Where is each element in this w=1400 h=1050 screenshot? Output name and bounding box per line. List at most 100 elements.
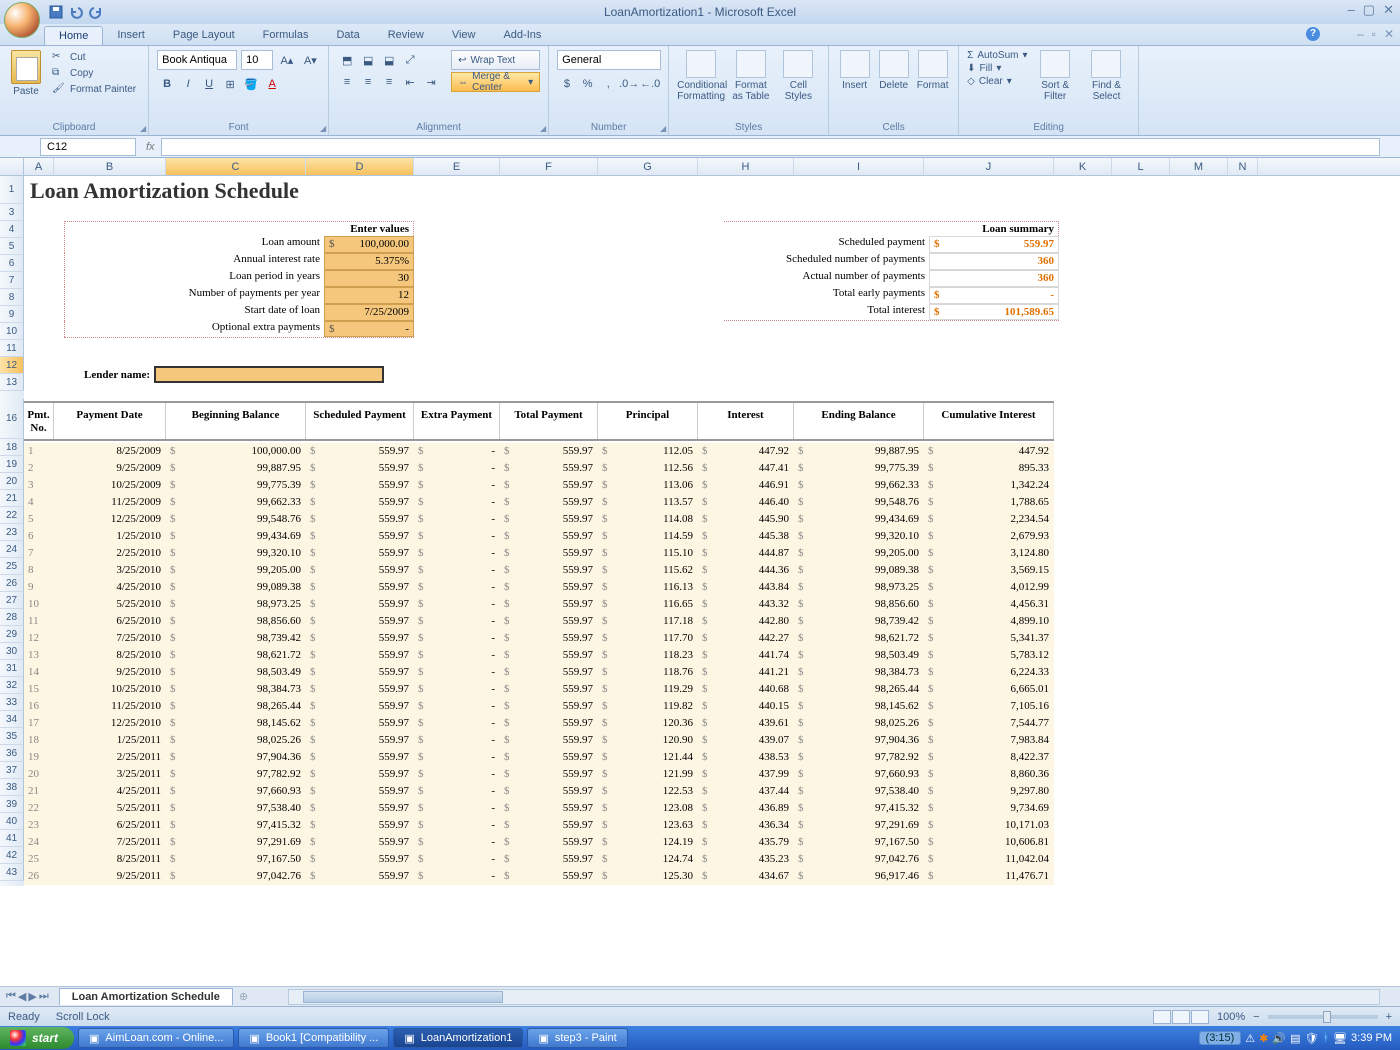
amort-cell[interactable]: $- [414, 800, 500, 817]
amort-cell[interactable]: $444.87 [698, 545, 794, 562]
amort-cell[interactable]: $436.89 [698, 800, 794, 817]
amort-cell[interactable]: $559.97 [306, 766, 414, 783]
amort-cell[interactable]: $1,788.65 [924, 494, 1054, 511]
amort-cell[interactable]: $442.80 [698, 613, 794, 630]
amort-cell[interactable]: $97,660.93 [794, 766, 924, 783]
amort-cell[interactable]: 7/25/2010 [54, 630, 166, 647]
amort-cell[interactable]: $559.97 [500, 698, 598, 715]
taskbar-button[interactable]: ▣AimLoan.com - Online... [78, 1028, 234, 1048]
amort-cell[interactable]: $117.70 [598, 630, 698, 647]
row-header[interactable]: 37 [0, 762, 24, 779]
dialog-launcher-icon[interactable]: ◢ [540, 124, 546, 133]
amort-cell[interactable]: 19 [24, 749, 54, 766]
amort-cell[interactable]: $559.97 [306, 630, 414, 647]
amort-cell[interactable]: $7,105.16 [924, 698, 1054, 715]
amort-cell[interactable]: $559.97 [306, 443, 414, 460]
amort-cell[interactable]: $97,538.40 [166, 800, 306, 817]
amort-cell[interactable]: 3 [24, 477, 54, 494]
row-header[interactable]: 33 [0, 694, 24, 711]
row-header[interactable]: 3 [0, 204, 24, 221]
align-right-icon[interactable]: ≡ [379, 72, 399, 92]
amort-cell[interactable]: $559.97 [500, 630, 598, 647]
amort-cell[interactable]: $443.32 [698, 596, 794, 613]
amort-cell[interactable]: 10/25/2009 [54, 477, 166, 494]
row-header[interactable]: 32 [0, 677, 24, 694]
amort-cell[interactable]: 22 [24, 800, 54, 817]
amort-cell[interactable]: $435.23 [698, 851, 794, 868]
amort-cell[interactable]: 5/25/2011 [54, 800, 166, 817]
amort-cell[interactable]: $98,265.44 [166, 698, 306, 715]
row-header[interactable]: 10 [0, 323, 24, 340]
increase-decimal-icon[interactable]: .0→ [619, 74, 639, 94]
amort-cell[interactable]: $118.23 [598, 647, 698, 664]
shrink-font-icon[interactable]: A▾ [301, 50, 321, 70]
amort-cell[interactable]: 6/25/2011 [54, 817, 166, 834]
amort-cell[interactable]: 16 [24, 698, 54, 715]
amort-cell[interactable]: $116.65 [598, 596, 698, 613]
row-header[interactable]: 13 [0, 374, 24, 391]
amort-cell[interactable]: $97,904.36 [166, 749, 306, 766]
amort-cell[interactable]: $112.05 [598, 443, 698, 460]
amort-cell[interactable]: $440.68 [698, 681, 794, 698]
amort-cell[interactable]: $98,973.25 [794, 579, 924, 596]
align-left-icon[interactable]: ≡ [337, 72, 357, 92]
amort-cell[interactable]: $119.29 [598, 681, 698, 698]
amort-cell[interactable]: 13 [24, 647, 54, 664]
amort-cell[interactable]: $446.40 [698, 494, 794, 511]
amort-cell[interactable]: $559.97 [500, 766, 598, 783]
taskbar-button[interactable]: ▣step3 - Paint [527, 1028, 627, 1048]
amort-cell[interactable]: 4/25/2011 [54, 783, 166, 800]
tray-volume-icon[interactable]: 🔊 [1272, 1032, 1286, 1045]
amort-cell[interactable]: $2,234.54 [924, 511, 1054, 528]
row-header[interactable]: 24 [0, 541, 24, 558]
amort-cell[interactable]: $98,145.62 [166, 715, 306, 732]
amort-cell[interactable]: $- [414, 766, 500, 783]
amort-cell[interactable]: 18 [24, 732, 54, 749]
row-header[interactable]: 12 [0, 357, 24, 374]
amort-cell[interactable]: $99,205.00 [166, 562, 306, 579]
amort-cell[interactable]: $559.97 [306, 834, 414, 851]
amort-cell[interactable]: $9,734.69 [924, 800, 1054, 817]
row-header[interactable]: 4 [0, 221, 24, 238]
amort-cell[interactable]: $4,456.31 [924, 596, 1054, 613]
column-header[interactable]: K [1054, 158, 1112, 175]
amort-cell[interactable]: 12/25/2009 [54, 511, 166, 528]
horizontal-scrollbar[interactable] [288, 989, 1380, 1005]
sheet-tab-active[interactable]: Loan Amortization Schedule [59, 988, 233, 1005]
clock[interactable]: 3:39 PM [1351, 1032, 1392, 1044]
amort-cell[interactable]: $- [414, 511, 500, 528]
amort-cell[interactable]: $- [414, 715, 500, 732]
row-header[interactable]: 34 [0, 711, 24, 728]
fx-icon[interactable]: fx [140, 141, 161, 153]
amort-cell[interactable]: $3,124.80 [924, 545, 1054, 562]
tab-home[interactable]: Home [44, 26, 103, 45]
save-icon[interactable] [48, 4, 64, 20]
amort-cell[interactable]: $99,887.95 [166, 460, 306, 477]
amort-cell[interactable]: 2 [24, 460, 54, 477]
conditional-formatting-button[interactable]: Conditional Formatting [677, 50, 725, 102]
row-header[interactable]: 5 [0, 238, 24, 255]
amort-cell[interactable]: 7/25/2011 [54, 834, 166, 851]
row-header[interactable]: 30 [0, 643, 24, 660]
amort-cell[interactable]: $121.99 [598, 766, 698, 783]
amort-cell[interactable]: $121.44 [598, 749, 698, 766]
amort-cell[interactable]: $4,899.10 [924, 613, 1054, 630]
amort-cell[interactable]: $- [414, 817, 500, 834]
percent-icon[interactable]: % [578, 74, 598, 94]
zoom-level[interactable]: 100% [1217, 1011, 1245, 1023]
amort-cell[interactable]: $559.97 [500, 494, 598, 511]
amort-cell[interactable]: $98,739.42 [166, 630, 306, 647]
amort-cell[interactable]: $99,775.39 [166, 477, 306, 494]
row-header[interactable]: 25 [0, 558, 24, 575]
amort-cell[interactable]: $98,265.44 [794, 681, 924, 698]
amort-cell[interactable]: 10 [24, 596, 54, 613]
row-header[interactable]: 43 [0, 864, 24, 881]
amort-cell[interactable]: $- [414, 579, 500, 596]
amort-cell[interactable]: $559.97 [500, 834, 598, 851]
enter-value-cell[interactable]: 12 [324, 287, 414, 304]
grow-font-icon[interactable]: A▴ [277, 50, 297, 70]
amort-cell[interactable]: $98,025.26 [794, 715, 924, 732]
amort-cell[interactable]: $97,538.40 [794, 783, 924, 800]
tray-bluetooth-icon[interactable]: ᚼ [1322, 1032, 1329, 1044]
amort-cell[interactable]: $98,856.60 [166, 613, 306, 630]
